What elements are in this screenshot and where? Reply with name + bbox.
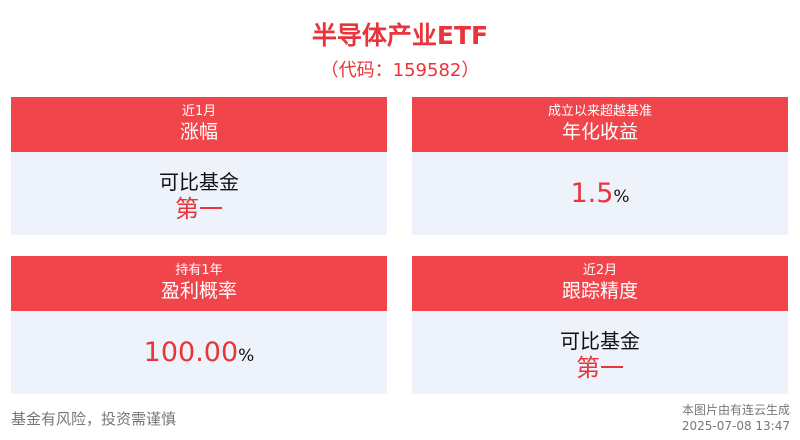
value: 1.5 <box>570 178 614 209</box>
card: 近1月涨幅可比基金 第一 <box>11 97 387 235</box>
unit: % <box>613 187 630 207</box>
card-header: 持有1年盈利概率 <box>11 256 387 311</box>
card-label: 持有1年 <box>175 263 223 278</box>
card-metric: 年化收益 <box>561 121 638 143</box>
body-value: 1.5% <box>412 152 788 215</box>
card-metric: 跟踪精度 <box>561 280 638 302</box>
card-header: 成立以来超越基准年化收益 <box>412 97 788 152</box>
card-body: 100.00% <box>11 311 387 394</box>
source-line: 本图片由有连云生成 <box>681 403 790 417</box>
value: 100.00 <box>143 337 239 368</box>
card-label: 近1月 <box>181 104 217 119</box>
card-body: 1.5% <box>412 152 788 235</box>
card-header: 近1月涨幅 <box>11 97 387 152</box>
unit: % <box>238 346 255 366</box>
card-label: 近2月 <box>582 263 618 278</box>
body-highlight: 第一 <box>576 354 624 382</box>
card-header: 近2月跟踪精度 <box>412 256 788 311</box>
card: 成立以来超越基准 年化收益 1.5% <box>412 97 788 235</box>
body-text: 可比基金 <box>159 170 239 194</box>
card-body: 可比基金 第一 <box>11 152 387 235</box>
disclaimer: 基金有风险，投资需谨慎 <box>11 410 177 428</box>
source-line: 2025-07-08 13:47 <box>681 419 790 433</box>
card-metric: 盈利概率 <box>160 280 237 302</box>
card-label: 成立以来超越基准 <box>547 104 652 119</box>
card-metric: 涨幅 <box>179 121 218 143</box>
card: 持有1年 盈利概率 100.00% <box>11 256 387 394</box>
card: 近2月跟踪精度可比基金 第一 <box>412 256 788 394</box>
body-text: 可比基金 <box>560 329 640 353</box>
subtitle: （代码：159582） <box>320 60 480 81</box>
title: 半导体产业ETF <box>311 21 489 50</box>
body-value: 100.00% <box>11 311 387 374</box>
source: 本图片由有连云生成 2025-07-08 13:47 <box>682 402 790 434</box>
card-body: 可比基金 第一 <box>412 311 788 394</box>
body-highlight: 第一 <box>175 195 223 223</box>
